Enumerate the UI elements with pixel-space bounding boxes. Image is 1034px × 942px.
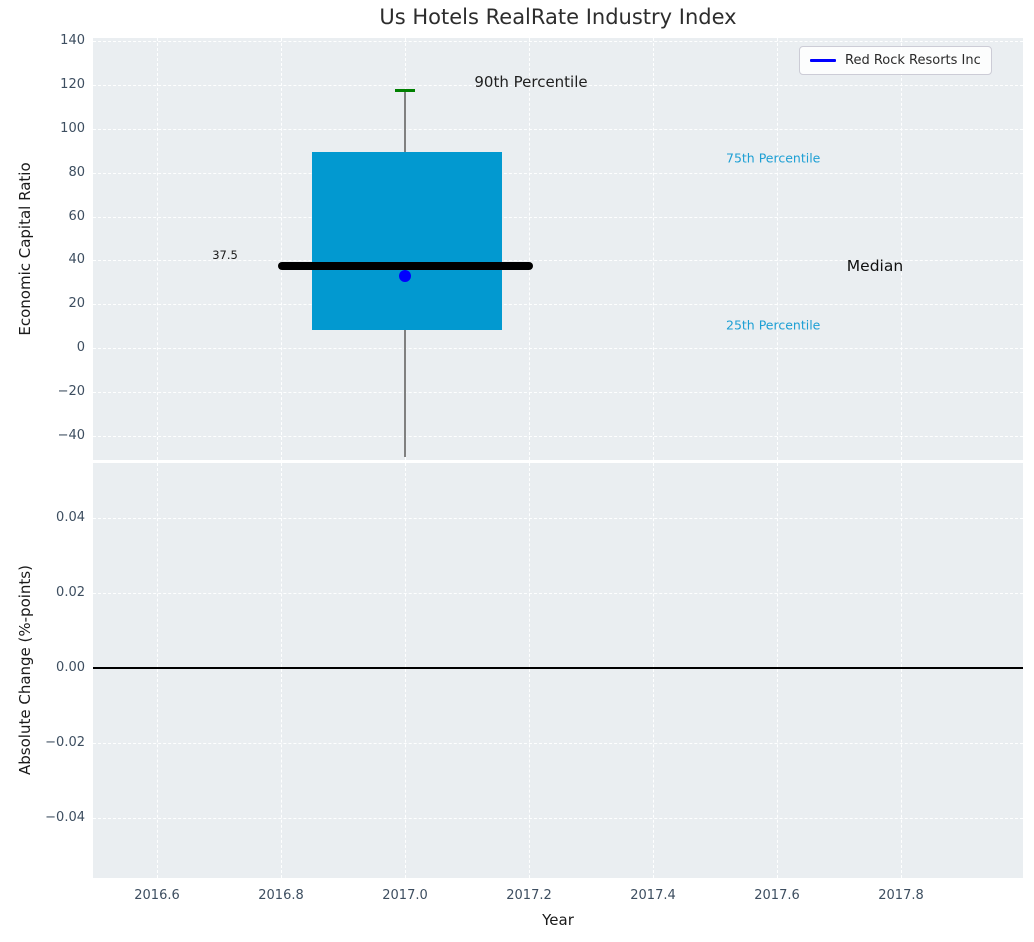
y-tick-label: −40 [57, 428, 85, 443]
gridline [653, 463, 654, 878]
x-tick-label: 2017.0 [382, 888, 428, 903]
y-tick-label: 0 [76, 340, 85, 355]
y-tick-label: 140 [60, 33, 85, 48]
y-tick-label: 0.00 [56, 660, 85, 675]
boxplot-iqr-box [312, 152, 502, 330]
gridline [157, 38, 158, 460]
gridline [93, 41, 1023, 42]
gridline [93, 129, 1023, 130]
annotation-25th-percentile: 25th Percentile [726, 317, 821, 333]
y-tick-label: 120 [60, 77, 85, 92]
y-tick-label: 0.04 [56, 510, 85, 525]
gridline [901, 38, 902, 460]
gridline [653, 38, 654, 460]
y-tick-label: 40 [68, 252, 85, 267]
y-tick-label: 20 [68, 296, 85, 311]
y-tick-label: −20 [57, 384, 85, 399]
gridline [529, 463, 530, 878]
x-tick-label: 2017.6 [754, 888, 800, 903]
zero-reference-line [93, 667, 1023, 669]
x-tick-label: 2017.8 [878, 888, 924, 903]
gridline [93, 260, 1023, 261]
gridline [93, 85, 1023, 86]
gridline [93, 743, 1023, 744]
gridline [901, 463, 902, 878]
annotation-median-value: 37.5 [212, 248, 238, 262]
top-y-axis-label: Economic Capital Ratio [16, 162, 34, 336]
gridline [93, 593, 1023, 594]
gridline [777, 463, 778, 878]
y-tick-label: 0.02 [56, 585, 85, 600]
x-tick-label: 2017.2 [506, 888, 552, 903]
y-tick-label: 100 [60, 121, 85, 136]
gridline [93, 518, 1023, 519]
x-tick-label: 2016.6 [134, 888, 180, 903]
gridline [93, 818, 1023, 819]
x-tick-label: 2016.8 [258, 888, 304, 903]
gridline [157, 463, 158, 878]
bottom-plot-area [93, 463, 1023, 878]
x-axis-label: Year [542, 911, 574, 929]
legend: Red Rock Resorts Inc [799, 46, 992, 75]
gridline [93, 436, 1023, 437]
y-tick-label: 80 [68, 165, 85, 180]
annotation-90th-percentile: 90th Percentile [474, 73, 588, 91]
legend-series-label: Red Rock Resorts Inc [845, 53, 981, 68]
company-marker-dot [399, 270, 411, 282]
bottom-y-axis-label: Absolute Change (%-points) [16, 565, 34, 775]
gridline [93, 304, 1023, 305]
y-tick-label: 60 [68, 209, 85, 224]
y-tick-label: −0.04 [45, 810, 85, 825]
gridline [93, 217, 1023, 218]
gridline [281, 463, 282, 878]
x-tick-label: 2017.4 [630, 888, 676, 903]
gridline [93, 392, 1023, 393]
y-tick-label: −0.02 [45, 735, 85, 750]
chart-title: Us Hotels RealRate Industry Index [379, 5, 737, 29]
boxplot-90th-percentile-cap [395, 89, 415, 92]
gridline [777, 38, 778, 460]
legend-line-swatch [810, 59, 836, 62]
gridline [405, 463, 406, 878]
annotation-median: Median [846, 257, 904, 275]
top-plot-area: 90th Percentile 37.5 75th Percentile Med… [93, 38, 1023, 460]
gridline [529, 38, 530, 460]
boxplot-median-line [278, 262, 533, 270]
annotation-75th-percentile: 75th Percentile [726, 150, 821, 166]
gridline [281, 38, 282, 460]
gridline [93, 348, 1023, 349]
gridline [93, 173, 1023, 174]
